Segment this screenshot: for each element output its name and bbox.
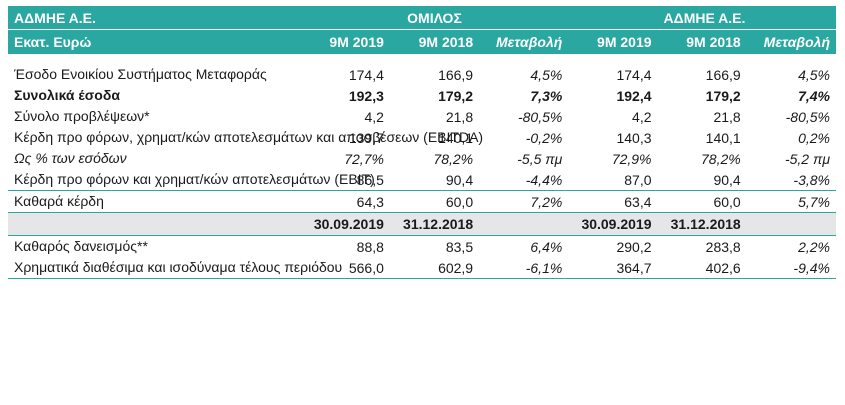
row-label: Καθαρός δανεισμός** xyxy=(14,238,148,254)
cell: 602,9 xyxy=(389,257,480,279)
cell: 72,9% xyxy=(611,150,652,167)
cell: 21,8 xyxy=(713,108,741,125)
header-row-columns: Εκατ. Ευρώ 9M 2019 9M 2018 Μεταβολή 9M 2… xyxy=(8,29,836,54)
date-header: 30.09.2019 xyxy=(300,212,390,236)
cell: 72,7% xyxy=(344,150,384,167)
cell: 192,3 xyxy=(348,87,384,104)
header-row-entities: ΑΔΜΗΕ Α.Ε. ΟΜΙΛΟΣ ΑΔΜΗΕ Α.Ε. xyxy=(8,6,836,30)
cell: 6,4% xyxy=(530,238,563,255)
col-header: 9M 2018 xyxy=(389,29,480,54)
row-label: Ως % των εσόδων xyxy=(14,150,127,166)
header-unit: Εκατ. Ευρώ xyxy=(8,29,301,54)
cell: -5,2 πμ xyxy=(784,150,830,167)
cell: 4,5% xyxy=(530,66,563,83)
cell: -6,1% xyxy=(479,257,569,279)
row-label: Συνολικά έσοδα xyxy=(14,87,120,103)
cell: 402,6 xyxy=(657,257,747,279)
cell: 87,0 xyxy=(624,171,652,188)
cell: 64,3 xyxy=(300,190,390,213)
cell: 283,8 xyxy=(705,238,741,255)
cell: 78,2% xyxy=(701,150,741,167)
col-header: Μεταβολή xyxy=(479,29,569,54)
cell: 7,2% xyxy=(479,190,569,213)
cell: 174,4 xyxy=(616,66,652,83)
cell: 192,4 xyxy=(616,87,652,104)
cell: -0,2% xyxy=(525,129,563,146)
table-row: Ως % των εσόδων 72,7% 78,2% -5,5 πμ 72,9… xyxy=(8,148,836,169)
row-label: Κέρδη προ φόρων, χρηματ/κών αποτελεσμάτω… xyxy=(14,129,484,145)
cell: 4,5% xyxy=(798,66,830,83)
col-header: Μεταβολή xyxy=(746,29,836,54)
cell: 7,3% xyxy=(530,87,563,104)
financial-results-table: ΑΔΜΗΕ Α.Ε. ΟΜΙΛΟΣ ΑΔΜΗΕ Α.Ε. Εκατ. Ευρώ … xyxy=(8,6,836,279)
cell: 83,5 xyxy=(445,238,474,255)
header-company-left: ΑΔΜΗΕ Α.Ε. xyxy=(8,6,301,30)
cell: 364,7 xyxy=(568,257,658,279)
table-row: Καθαρός δανεισμός** 88,8 83,5 6,4% 290,2… xyxy=(8,236,836,258)
cell: 166,9 xyxy=(438,66,474,83)
cell: 63,4 xyxy=(568,190,658,213)
table-row: Έσοδο Ενοικίου Συστήματος Μεταφοράς 174,… xyxy=(8,64,836,85)
cell: 90,4 xyxy=(445,171,474,188)
date-header: 31.12.2018 xyxy=(389,212,480,236)
cell: 7,4% xyxy=(798,87,830,104)
row-label: Σύνολο προβλέψεων* xyxy=(14,108,150,124)
col-header: 9M 2018 xyxy=(657,29,747,54)
date-header: 30.09.2019 xyxy=(568,212,658,236)
col-header: 9M 2019 xyxy=(568,29,658,54)
cell: 86,5 xyxy=(356,171,384,188)
cell: 4,2 xyxy=(364,108,384,125)
table-row: Συνολικά έσοδα 192,3 179,2 7,3% 192,4 17… xyxy=(8,85,836,106)
table-row: Κέρδη προ φόρων, χρηματ/κών αποτελεσμάτω… xyxy=(8,127,836,148)
row-label: Χρηματικά διαθέσιμα και ισοδύναμα τέλους… xyxy=(8,257,342,279)
table-row: Χρηματικά διαθέσιμα και ισοδύναμα τέλους… xyxy=(8,257,836,279)
dates-row: 30.09.2019 31.12.2018 30.09.2019 31.12.2… xyxy=(8,212,836,236)
cell: 179,2 xyxy=(438,87,474,104)
cell: 290,2 xyxy=(616,238,652,255)
cell: 78,2% xyxy=(433,150,474,167)
cell: -80,5% xyxy=(517,108,563,125)
cell: 0,2% xyxy=(798,129,830,146)
header-company-right: ΑΔΜΗΕ Α.Ε. xyxy=(657,6,747,30)
col-header: 9M 2019 xyxy=(300,29,390,54)
cell: 566,0 xyxy=(300,257,390,279)
cell: -5,5 πμ xyxy=(517,150,563,167)
cell: 60,0 xyxy=(389,190,480,213)
cell: 90,4 xyxy=(713,171,741,188)
cell: 140,1 xyxy=(705,129,741,146)
table-row: Καθαρά κέρδη 64,3 60,0 7,2% 63,4 60,0 5,… xyxy=(8,190,836,213)
cell: 139,7 xyxy=(348,129,384,146)
cell: -3,8% xyxy=(793,171,830,188)
table-row: Κέρδη προ φόρων και χρηματ/κών αποτελεσμ… xyxy=(8,169,836,191)
cell: 5,7% xyxy=(746,190,836,213)
row-label: Καθαρά κέρδη xyxy=(8,190,301,213)
cell: 179,2 xyxy=(705,87,741,104)
cell: 60,0 xyxy=(657,190,747,213)
table-row: Σύνολο προβλέψεων* 4,2 21,8 -80,5% 4,2 2… xyxy=(8,106,836,127)
header-group: ΟΜΙΛΟΣ xyxy=(389,6,480,30)
date-header: 31.12.2018 xyxy=(657,212,747,236)
cell: 140,3 xyxy=(616,129,652,146)
row-label: Κέρδη προ φόρων και χρηματ/κών αποτελεσμ… xyxy=(14,171,375,187)
cell: -80,5% xyxy=(785,108,830,125)
cell: -9,4% xyxy=(746,257,836,279)
cell: -4,4% xyxy=(525,171,563,188)
cell: 166,9 xyxy=(705,66,741,83)
cell: 21,8 xyxy=(445,108,474,125)
cell: 4,2 xyxy=(632,108,652,125)
cell: 174,4 xyxy=(348,66,384,83)
row-label: Έσοδο Ενοικίου Συστήματος Μεταφοράς xyxy=(14,66,267,82)
cell: 88,8 xyxy=(356,238,384,255)
cell: 140,1 xyxy=(438,129,474,146)
cell: 2,2% xyxy=(798,238,830,255)
